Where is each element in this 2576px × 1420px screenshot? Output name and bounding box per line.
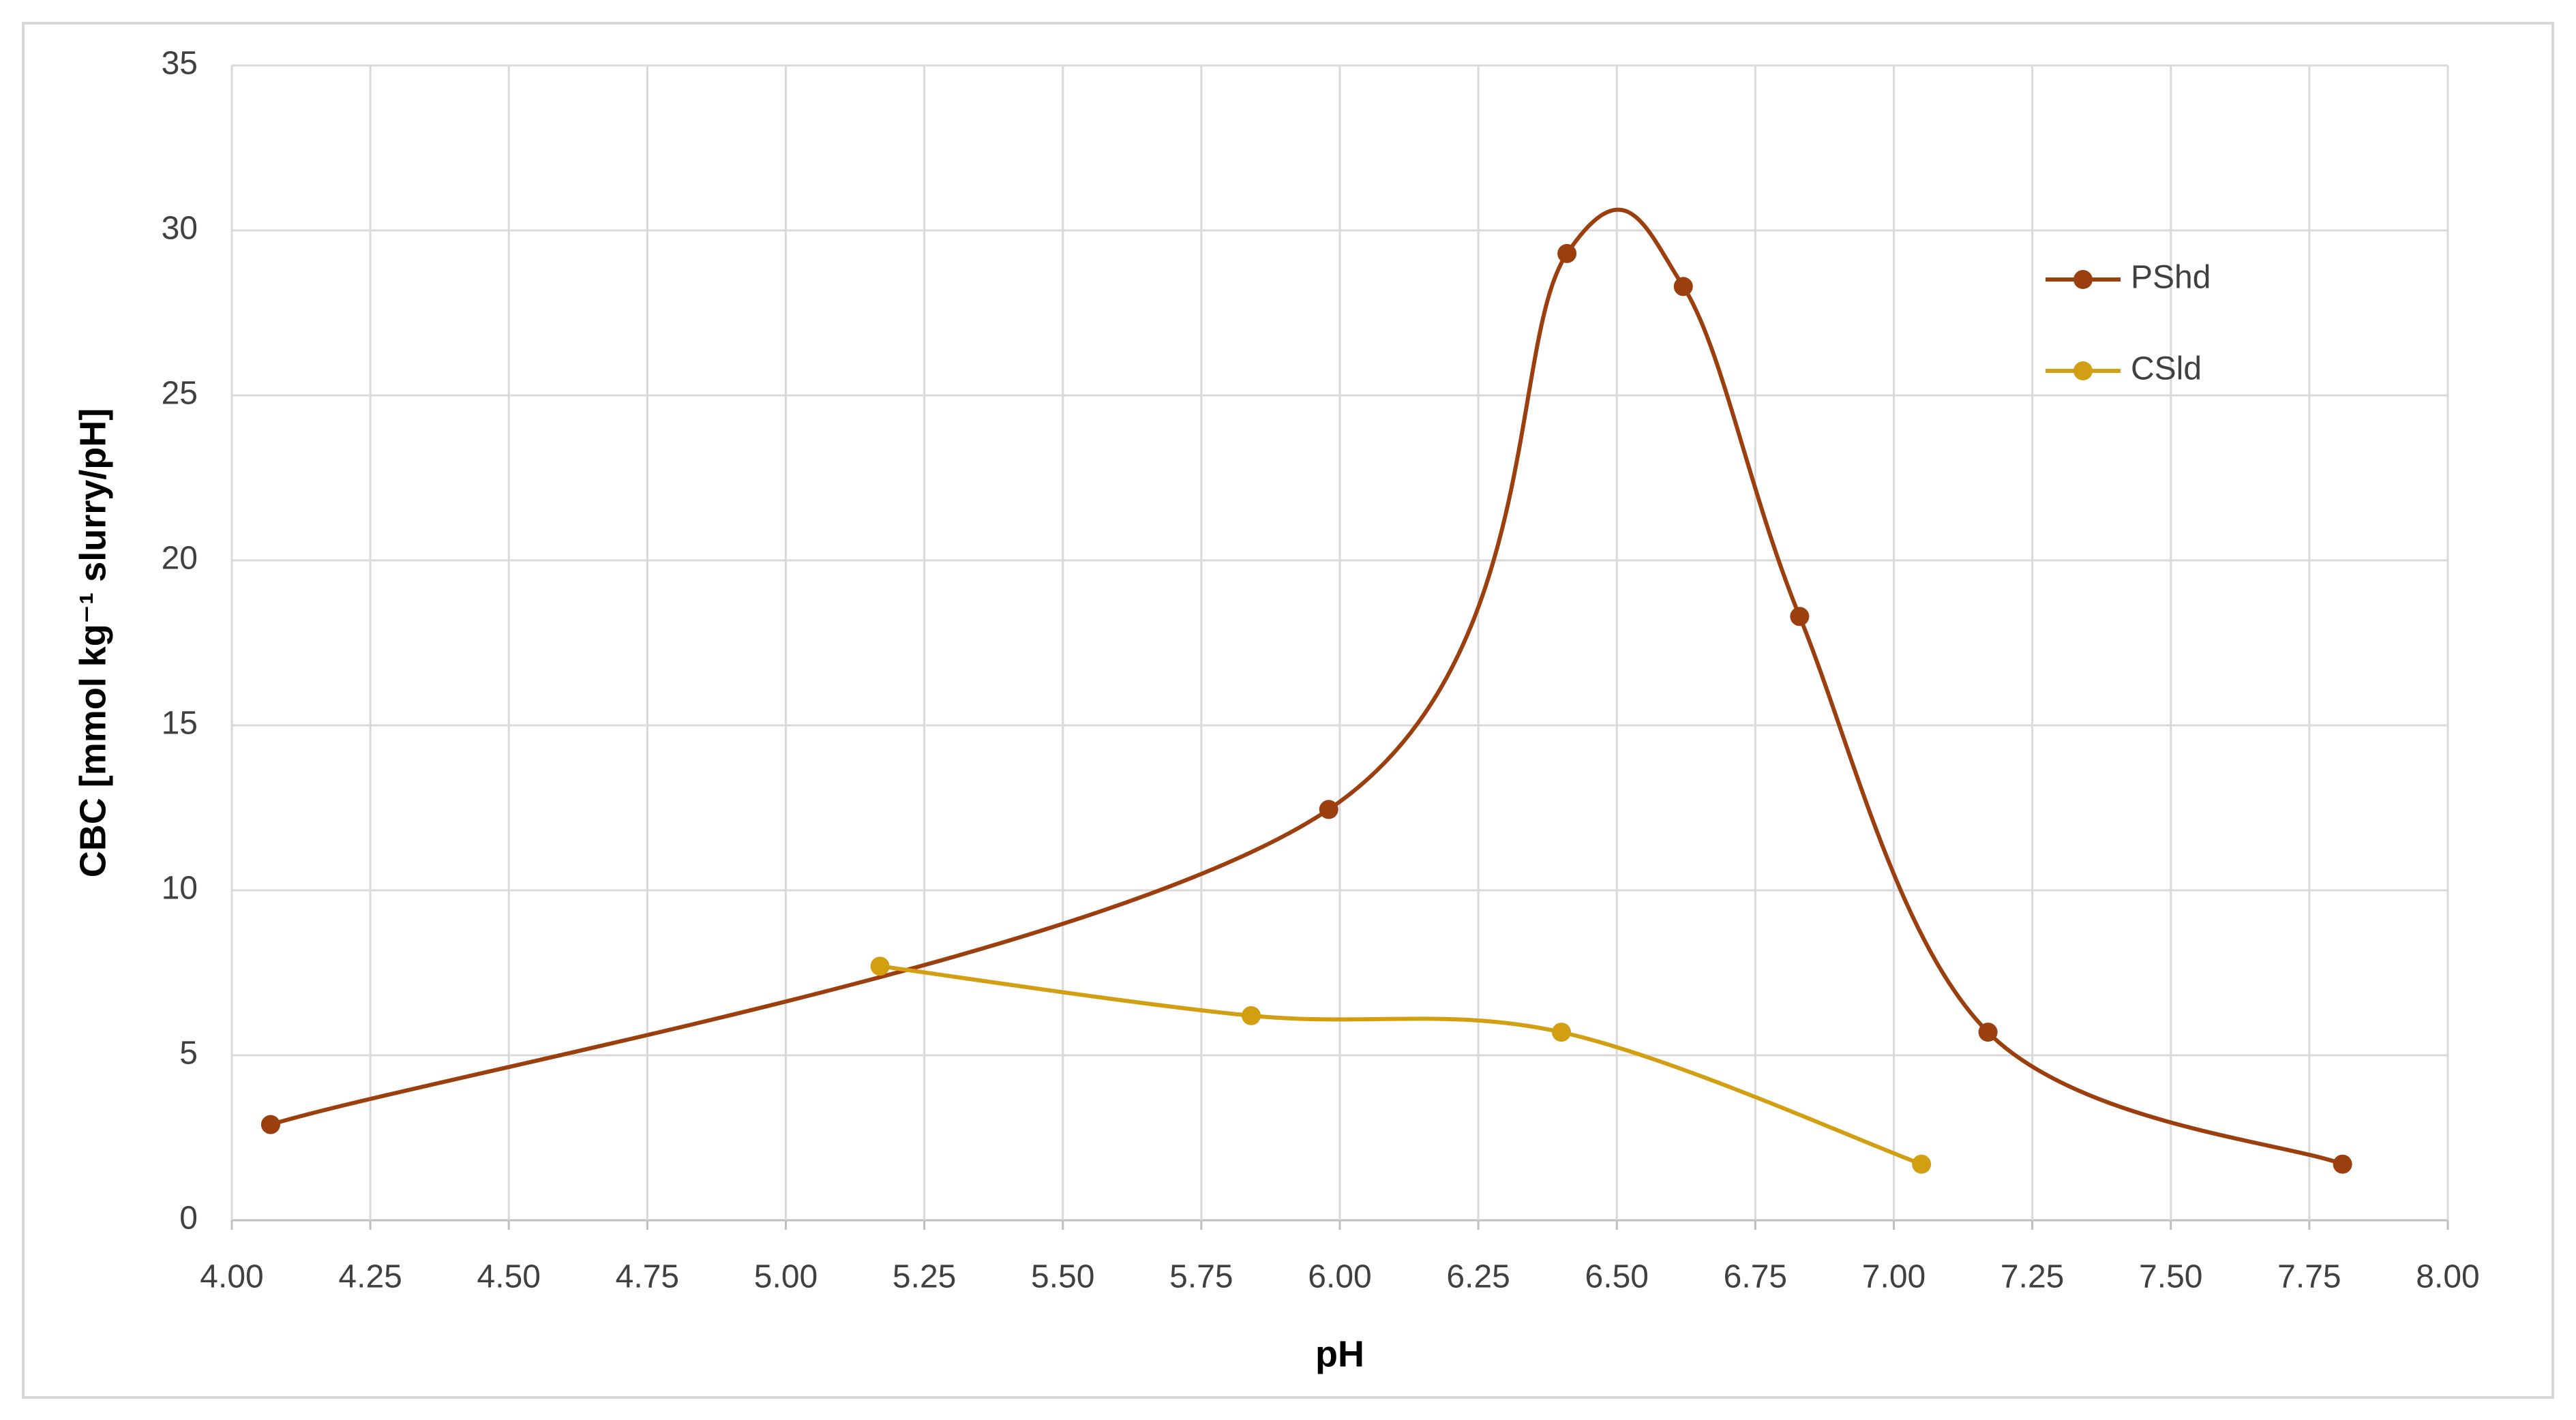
series-line [270,207,2343,1166]
data-point [1673,277,1693,297]
x-tick-label: 6.00 [1308,1259,1371,1295]
data-point [1242,1006,1261,1025]
x-tick-label: 7.25 [2001,1259,2064,1295]
legend-label: CSld [2131,351,2202,387]
x-tick-label: 4.00 [200,1259,263,1295]
x-tick-label: 4.25 [338,1259,402,1295]
x-tick-label: 8.00 [2416,1259,2479,1295]
x-tick-label: 6.25 [1446,1259,1510,1295]
data-point [260,1115,280,1134]
x-tick-label: 5.00 [754,1259,818,1295]
data-point [1912,1154,1932,1174]
legend-marker [2073,270,2093,289]
chart-border [22,22,2554,1399]
x-tick-label: 6.75 [1724,1259,1787,1295]
y-tick-label: 25 [162,376,198,412]
legend-marker [2073,361,2093,380]
series-line [880,964,1923,1166]
x-tick-label: 7.75 [2277,1259,2341,1295]
data-point [1790,607,1810,626]
data-point [1552,1023,1571,1042]
y-tick-label: 20 [162,541,198,577]
y-tick-label: 15 [162,706,198,742]
data-point [1319,800,1338,819]
data-point [1557,243,1577,263]
x-tick-label: 4.50 [477,1259,541,1295]
data-point [1978,1023,1998,1042]
x-axis-title: pH [1315,1333,1364,1374]
y-tick-label: 5 [179,1036,198,1072]
x-tick-label: 5.75 [1169,1259,1233,1295]
legend-label: PShd [2131,260,2211,296]
data-point [2333,1154,2352,1174]
x-tick-label: 6.50 [1585,1259,1649,1295]
y-tick-label: 30 [162,211,198,247]
x-tick-label: 7.50 [2139,1259,2202,1295]
y-tick-label: 10 [162,871,198,907]
y-axis-title: CBC [mmol kg⁻¹ slurry/pH] [72,408,113,878]
x-tick-label: 4.75 [616,1259,679,1295]
y-tick-label: 0 [179,1200,198,1237]
x-tick-label: 5.25 [893,1259,956,1295]
x-tick-label: 5.50 [1031,1259,1094,1295]
data-point [870,956,890,976]
y-tick-label: 35 [162,46,198,82]
x-tick-label: 7.00 [1862,1259,1926,1295]
